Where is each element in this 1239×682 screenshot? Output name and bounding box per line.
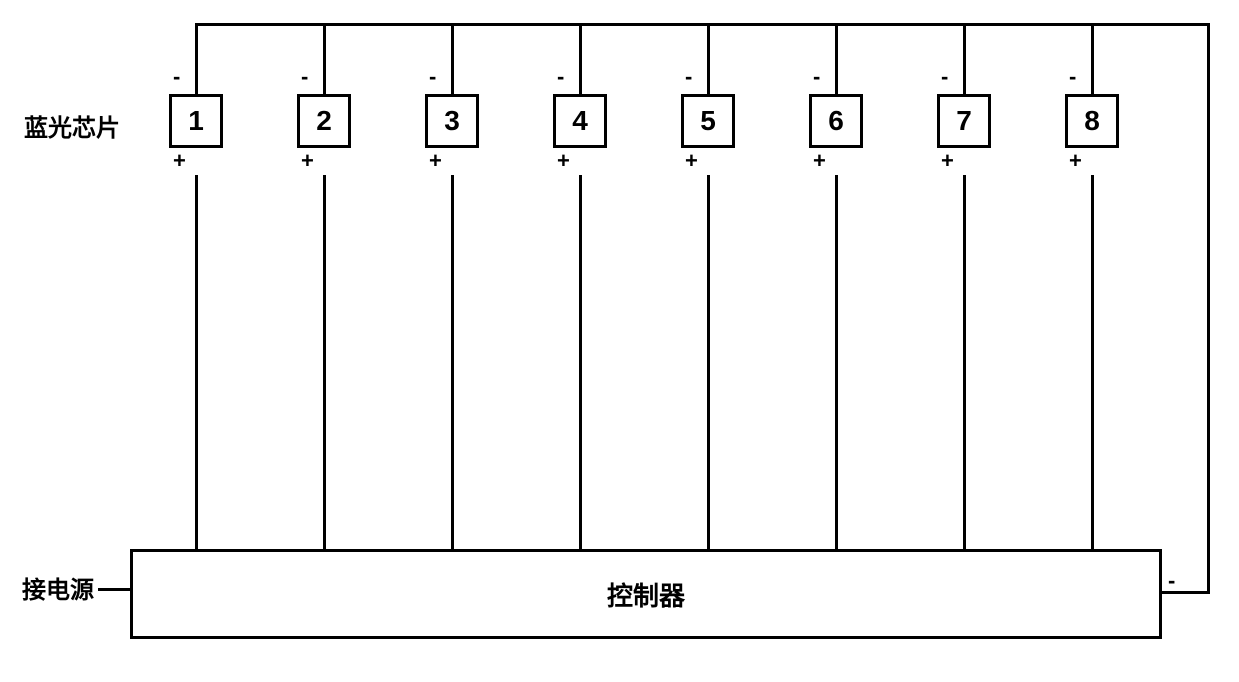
chip-4-neg-line — [579, 23, 582, 94]
chip-2: 2 — [297, 94, 351, 148]
chip-8-pos-line — [1091, 175, 1094, 549]
chip-5-minus: - — [685, 64, 692, 90]
chip-7-plus: + — [941, 148, 954, 174]
chip-1-neg-line — [195, 23, 198, 94]
power-in-line — [98, 588, 130, 591]
chip-8-plus: + — [1069, 148, 1082, 174]
chip-6-pos-line — [835, 175, 838, 549]
chip-7-neg-line — [963, 23, 966, 94]
chip-5: 5 — [681, 94, 735, 148]
chip-8-minus: - — [1069, 64, 1076, 90]
chip-6-plus: + — [813, 148, 826, 174]
return-line-vertical — [1207, 23, 1210, 594]
chip-6-neg-line — [835, 23, 838, 94]
chip-2-plus: + — [301, 148, 314, 174]
chip-4-pos-line — [579, 175, 582, 549]
chip-7-minus: - — [941, 64, 948, 90]
chip-1-plus: + — [173, 148, 186, 174]
chip-7: 7 — [937, 94, 991, 148]
chip-2-neg-line — [323, 23, 326, 94]
chip-1: 1 — [169, 94, 223, 148]
chip-2-pos-line — [323, 175, 326, 549]
chip-6: 6 — [809, 94, 863, 148]
controller-label: 控制器 — [607, 576, 685, 613]
chip-5-neg-line — [707, 23, 710, 94]
chip-3-plus: + — [429, 148, 442, 174]
chip-8: 8 — [1065, 94, 1119, 148]
chip-1-pos-line — [195, 175, 198, 549]
chip-row-label: 蓝光芯片 — [24, 108, 120, 143]
chip-3-neg-line — [451, 23, 454, 94]
chip-3-minus: - — [429, 64, 436, 90]
chip-8-neg-line — [1091, 23, 1094, 94]
power-in-label: 接电源 — [22, 570, 94, 605]
chip-1-minus: - — [173, 64, 180, 90]
chip-3-pos-line — [451, 175, 454, 549]
return-line-horizontal — [1162, 591, 1210, 594]
bus-bar-line — [195, 23, 1210, 26]
chip-5-pos-line — [707, 175, 710, 549]
chip-5-plus: + — [685, 148, 698, 174]
controller-box: 控制器 — [130, 549, 1162, 639]
chip-3: 3 — [425, 94, 479, 148]
chip-4: 4 — [553, 94, 607, 148]
chip-2-minus: - — [301, 64, 308, 90]
chip-7-pos-line — [963, 175, 966, 549]
chip-6-minus: - — [813, 64, 820, 90]
chip-4-plus: + — [557, 148, 570, 174]
chip-4-minus: - — [557, 64, 564, 90]
